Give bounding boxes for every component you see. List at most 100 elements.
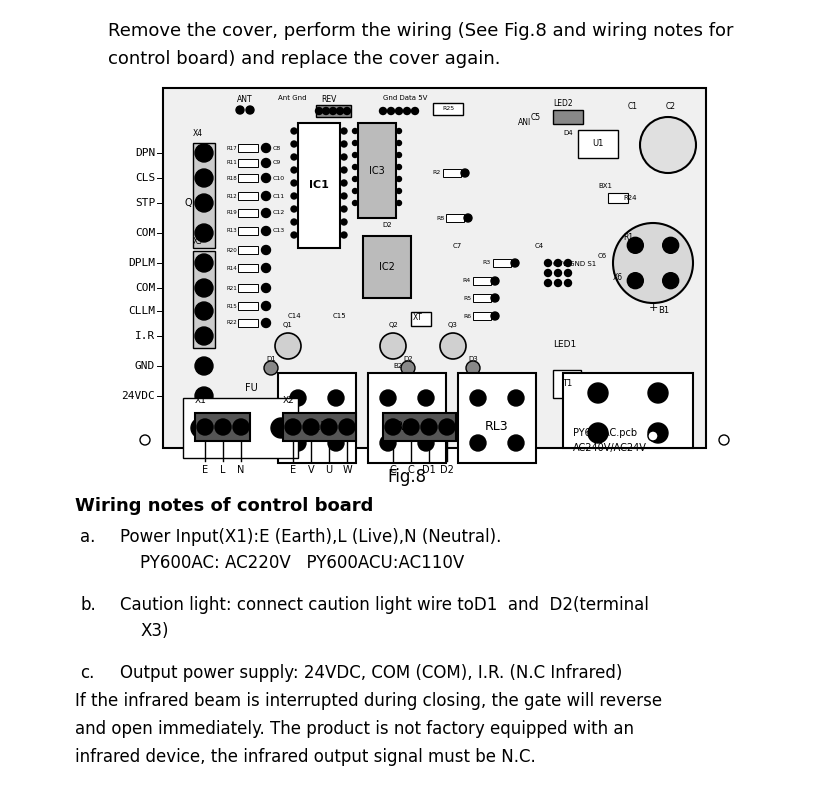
Text: R13: R13: [226, 229, 237, 233]
Bar: [238, 246, 258, 254]
Text: Fig.8: Fig.8: [387, 468, 426, 486]
Bar: [238, 227, 258, 235]
Text: R5: R5: [463, 295, 471, 300]
Circle shape: [648, 383, 668, 403]
Circle shape: [339, 419, 355, 435]
Circle shape: [466, 361, 480, 375]
Text: W: W: [342, 465, 352, 475]
Text: C4: C4: [535, 243, 544, 249]
Circle shape: [403, 107, 411, 114]
Circle shape: [397, 152, 402, 157]
Circle shape: [353, 141, 358, 145]
Circle shape: [328, 390, 344, 406]
Text: control board) and replace the cover again.: control board) and replace the cover aga…: [108, 50, 501, 68]
Text: Q3: Q3: [448, 322, 458, 328]
Circle shape: [388, 107, 394, 114]
Circle shape: [491, 294, 499, 302]
Text: C9: C9: [273, 160, 281, 165]
Circle shape: [511, 259, 519, 267]
Circle shape: [191, 418, 211, 438]
Text: R2: R2: [433, 171, 441, 175]
Text: +: +: [649, 303, 658, 313]
Circle shape: [341, 206, 347, 212]
Bar: [553, 110, 583, 124]
Bar: [493, 259, 511, 267]
Circle shape: [264, 361, 278, 375]
Text: L: L: [220, 465, 226, 475]
Circle shape: [341, 154, 347, 160]
Circle shape: [341, 128, 347, 134]
Text: R15: R15: [226, 303, 237, 309]
Circle shape: [262, 318, 271, 327]
Circle shape: [353, 129, 358, 133]
Circle shape: [195, 194, 213, 212]
Text: R4: R4: [463, 279, 471, 283]
Text: and open immediately. The product is not factory equipped with an: and open immediately. The product is not…: [75, 720, 634, 738]
Circle shape: [337, 107, 344, 114]
Text: R12: R12: [226, 194, 237, 198]
Text: R8: R8: [436, 215, 444, 221]
Circle shape: [588, 423, 608, 443]
Circle shape: [353, 164, 358, 169]
Text: infrared device, the infrared output signal must be N.C.: infrared device, the infrared output sig…: [75, 748, 536, 766]
Text: X1: X1: [195, 396, 207, 405]
Text: D3: D3: [468, 356, 478, 362]
Text: Gnd Data 5V: Gnd Data 5V: [383, 95, 428, 101]
Bar: [553, 370, 581, 398]
Bar: [563, 373, 693, 448]
Text: STP: STP: [135, 198, 155, 208]
Circle shape: [262, 226, 271, 236]
Circle shape: [411, 107, 419, 114]
Circle shape: [421, 419, 437, 435]
Circle shape: [321, 419, 337, 435]
Bar: [363, 236, 411, 298]
Bar: [473, 277, 491, 285]
Text: R11: R11: [226, 160, 237, 165]
Text: R24: R24: [623, 195, 637, 201]
Circle shape: [291, 167, 297, 173]
Circle shape: [233, 419, 249, 435]
Bar: [316, 105, 351, 117]
Circle shape: [508, 390, 524, 406]
Circle shape: [564, 260, 572, 267]
Text: Q: Q: [185, 198, 192, 208]
Text: E: E: [202, 465, 208, 475]
Text: C: C: [389, 465, 397, 475]
Text: X3): X3): [140, 622, 168, 640]
Text: R1: R1: [623, 233, 633, 242]
Circle shape: [401, 361, 415, 375]
Circle shape: [262, 302, 271, 310]
Circle shape: [648, 423, 668, 443]
Circle shape: [397, 201, 402, 206]
Circle shape: [195, 327, 213, 345]
Text: DPLM: DPLM: [128, 258, 155, 268]
Circle shape: [246, 106, 254, 114]
Circle shape: [262, 144, 271, 152]
Circle shape: [397, 141, 402, 145]
Circle shape: [315, 107, 323, 114]
Circle shape: [341, 219, 347, 225]
Bar: [238, 192, 258, 200]
Text: Power Input(X1):E (Earth),L (Live),N (Neutral).: Power Input(X1):E (Earth),L (Live),N (Ne…: [120, 528, 502, 546]
Circle shape: [215, 419, 231, 435]
Circle shape: [403, 419, 419, 435]
Circle shape: [588, 383, 608, 403]
Circle shape: [491, 277, 499, 285]
Circle shape: [470, 390, 486, 406]
Text: LED1: LED1: [553, 340, 576, 349]
Circle shape: [195, 144, 213, 162]
Text: C13: C13: [273, 229, 285, 233]
Text: X4: X4: [193, 129, 203, 138]
Circle shape: [663, 237, 679, 253]
Circle shape: [628, 272, 643, 289]
Circle shape: [262, 264, 271, 272]
Text: ANT: ANT: [237, 95, 253, 104]
Text: C5: C5: [531, 113, 541, 122]
Bar: [358, 123, 396, 218]
Text: C12: C12: [273, 210, 285, 215]
Bar: [473, 312, 491, 320]
Circle shape: [323, 107, 329, 114]
Text: D2: D2: [382, 222, 392, 228]
Circle shape: [353, 152, 358, 157]
Circle shape: [290, 390, 306, 406]
